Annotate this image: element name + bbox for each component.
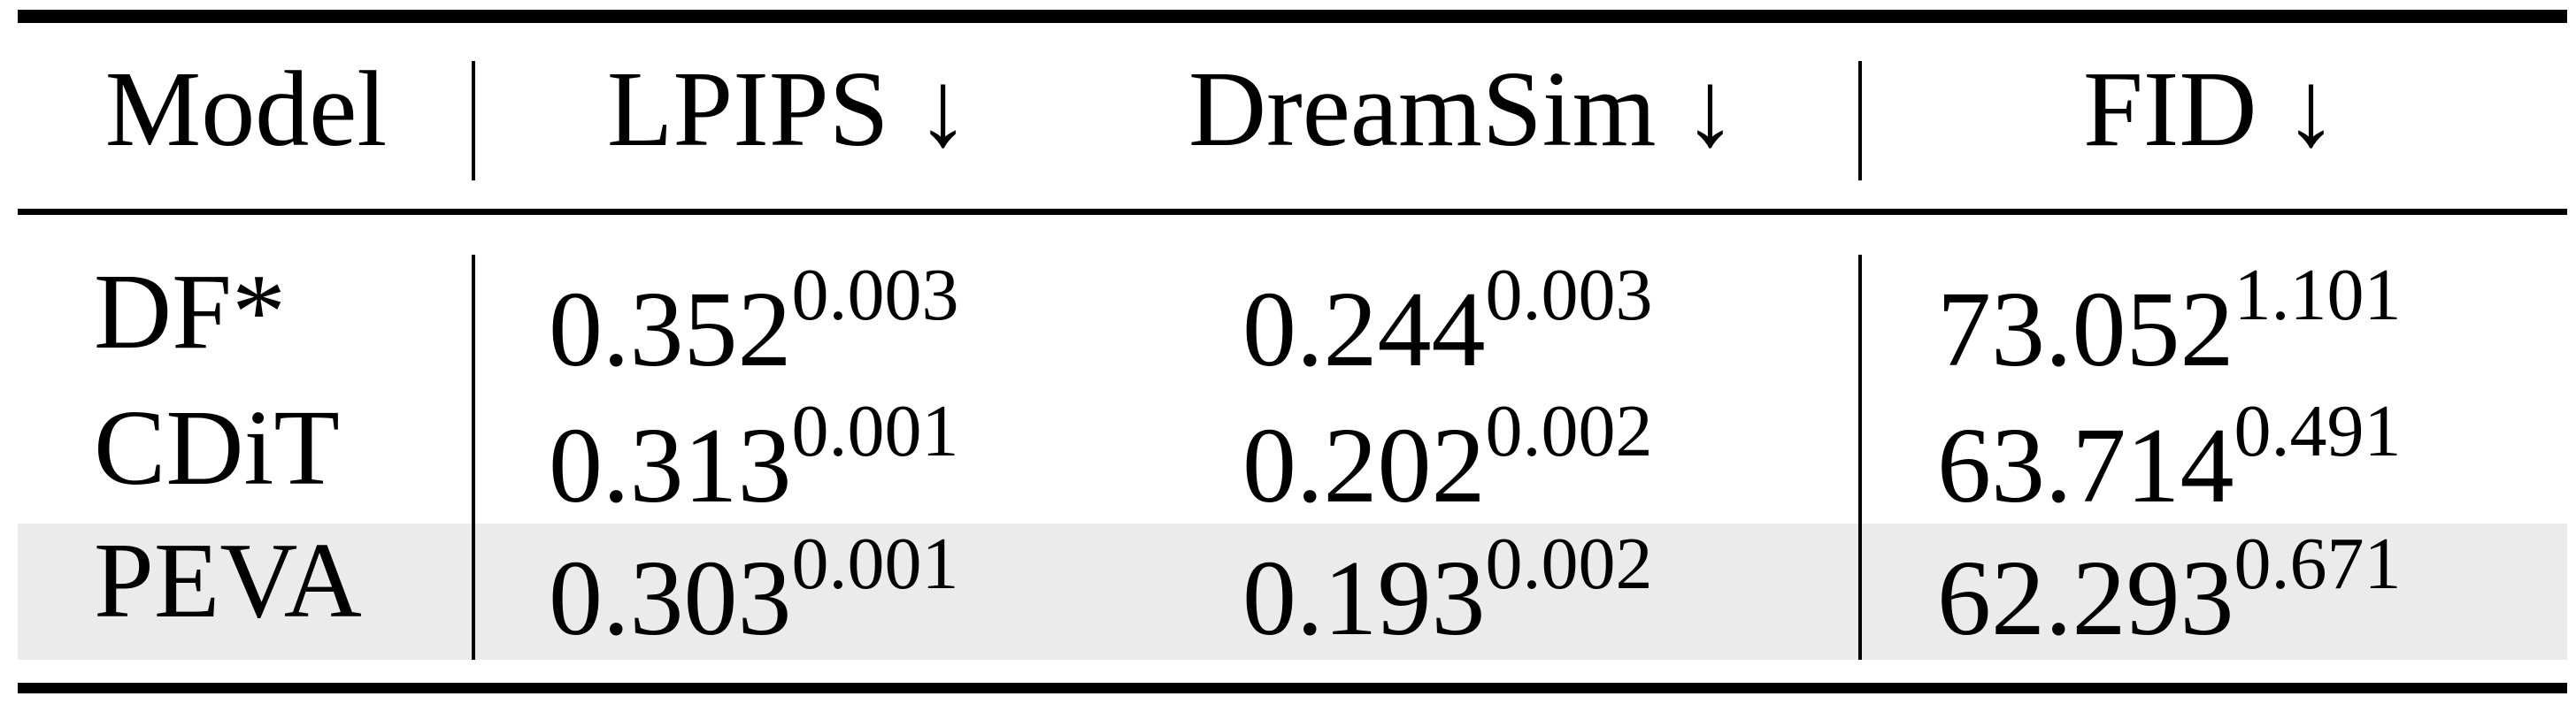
cell-fid: 63.7140.491 — [1937, 394, 2402, 520]
cell-model-value: CDiT — [94, 388, 340, 508]
header-fid: FID ↓ — [2082, 50, 2339, 169]
cell-model: PEVA — [94, 527, 362, 635]
cell-model: DF* — [94, 258, 286, 366]
body-divider — [1858, 255, 1862, 660]
mid-rule — [18, 209, 2567, 215]
header-dreamsim: DreamSim ↓ — [1188, 50, 1738, 169]
cell-dreamsim-std: 0.003 — [1485, 254, 1653, 336]
cell-model: CDiT — [94, 394, 340, 502]
cell-lpips: 0.3130.001 — [549, 394, 959, 520]
cell-lpips-std: 0.001 — [791, 390, 959, 472]
cell-fid-std: 1.101 — [2234, 254, 2402, 336]
top-rule — [18, 10, 2567, 23]
cell-lpips: 0.3030.001 — [549, 527, 959, 653]
cell-dreamsim-std: 0.002 — [1485, 523, 1653, 605]
cell-fid-std: 0.671 — [2234, 523, 2402, 605]
header-divider — [1858, 61, 1862, 180]
cell-dreamsim: 0.1930.002 — [1242, 527, 1653, 653]
header-lpips: LPIPS ↓ — [606, 50, 971, 169]
cell-dreamsim-value: 0.202 — [1242, 406, 1486, 525]
body-divider — [472, 255, 475, 660]
cell-fid-std: 0.491 — [2234, 390, 2402, 472]
cell-dreamsim: 0.2020.002 — [1242, 394, 1653, 520]
header-model: Model — [104, 50, 388, 169]
cell-fid-value: 73.052 — [1937, 270, 2234, 389]
cell-fid: 62.2930.671 — [1937, 527, 2402, 653]
bottom-rule — [18, 683, 2567, 693]
cell-lpips: 0.3520.003 — [549, 258, 959, 384]
cell-dreamsim-value: 0.244 — [1242, 270, 1486, 389]
cell-lpips-std: 0.003 — [791, 254, 959, 336]
cell-fid-value: 62.293 — [1937, 539, 2234, 658]
cell-model-value: PEVA — [94, 521, 362, 640]
highlighted-row-background — [18, 524, 2567, 660]
cell-fid-value: 63.714 — [1937, 406, 2234, 525]
cell-lpips-value: 0.352 — [549, 270, 792, 389]
cell-fid: 73.0521.101 — [1937, 258, 2402, 384]
cell-dreamsim-value: 0.193 — [1242, 539, 1486, 658]
cell-lpips-value: 0.313 — [549, 406, 792, 525]
cell-lpips-std: 0.001 — [791, 523, 959, 605]
cell-dreamsim-std: 0.002 — [1485, 390, 1653, 472]
cell-lpips-value: 0.303 — [549, 539, 792, 658]
cell-model-value: DF* — [94, 252, 286, 371]
cell-dreamsim: 0.2440.003 — [1242, 258, 1653, 384]
header-divider — [472, 61, 475, 180]
